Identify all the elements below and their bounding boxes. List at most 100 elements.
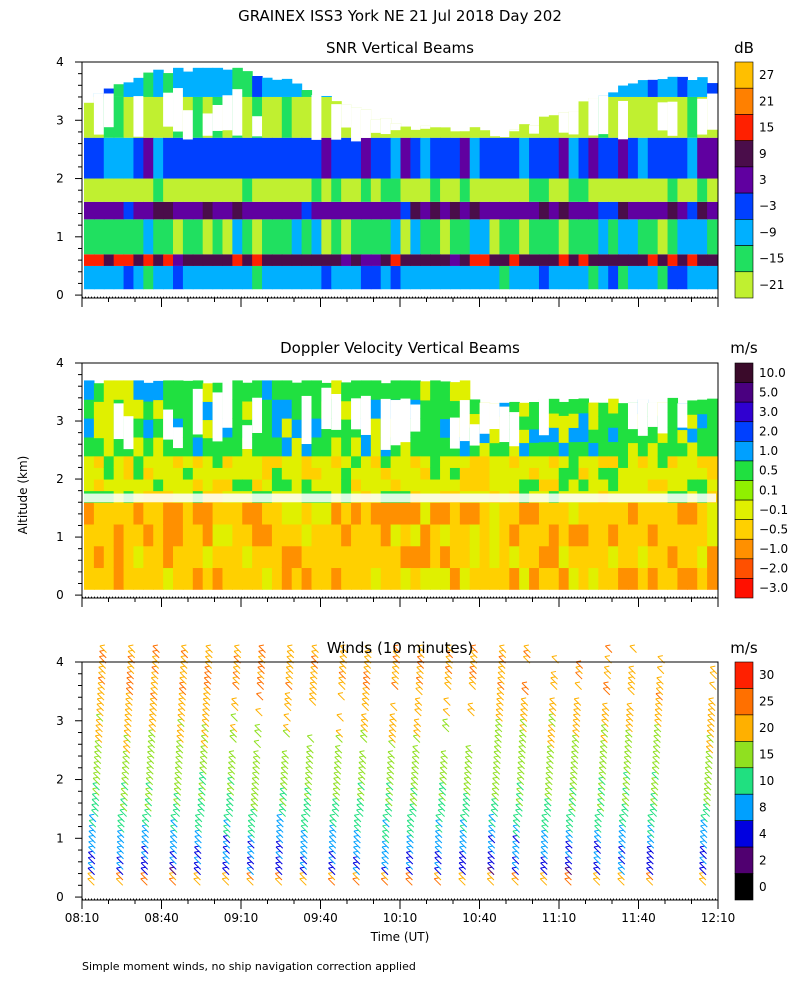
wind-barb	[338, 682, 346, 690]
snr-cell	[390, 254, 402, 266]
doppler-cell	[479, 567, 491, 590]
wind-barb	[568, 793, 577, 802]
snr-cell	[440, 137, 451, 179]
doppler-cell	[420, 545, 431, 569]
doppler-cell	[113, 436, 125, 457]
snr-cell	[341, 137, 352, 179]
doppler-gap	[173, 427, 184, 449]
wind-barb	[92, 777, 101, 786]
wind-barb	[700, 820, 708, 828]
wind-barb-flag	[442, 718, 448, 721]
doppler-cell	[133, 545, 144, 569]
wind-barb	[622, 788, 630, 796]
wind-barb	[334, 746, 343, 754]
wind-barb	[623, 772, 631, 780]
snr-cell	[469, 219, 481, 255]
wind-barb	[169, 836, 178, 844]
winds-colorbar-label: 8	[759, 800, 767, 814]
wind-barb-flag	[603, 681, 609, 684]
doppler-cell	[301, 567, 313, 590]
doppler-cell	[568, 427, 580, 443]
snr-colorbar-label: 3	[759, 173, 767, 187]
wind-barb	[381, 851, 389, 860]
wind-barb	[512, 830, 520, 839]
wind-barb	[222, 867, 230, 876]
doppler-cell	[271, 545, 283, 569]
wind-barb	[617, 867, 625, 876]
doppler-plot-area	[84, 379, 718, 590]
snr-cell	[331, 137, 342, 179]
wind-barb-flag	[499, 644, 505, 647]
doppler-cell	[242, 467, 253, 480]
wind-barb	[179, 672, 187, 680]
wind-barb	[459, 846, 467, 854]
doppler-cell	[301, 479, 313, 492]
doppler-cell	[153, 380, 164, 401]
wind-barb	[356, 799, 365, 807]
snr-cell	[697, 137, 708, 179]
wind-barb	[127, 661, 135, 669]
doppler-cell	[192, 502, 204, 525]
snr-cell	[627, 137, 639, 179]
doppler-cell	[667, 455, 679, 468]
snr-cell	[301, 201, 313, 220]
doppler-cell	[618, 442, 629, 457]
snr-cell	[93, 254, 105, 266]
wind-barb	[650, 788, 659, 796]
snr-gap	[163, 92, 174, 127]
doppler-cell	[538, 467, 550, 480]
doppler-cell	[489, 467, 501, 480]
wind-barb	[275, 867, 283, 876]
snr-cell	[311, 137, 322, 179]
doppler-cell	[262, 399, 273, 419]
wind-barb	[170, 830, 178, 839]
snr-cell	[420, 125, 431, 138]
wind-barb	[310, 666, 318, 675]
doppler-cell	[331, 524, 342, 547]
snr-cell	[242, 96, 253, 138]
wind-barb	[599, 761, 607, 770]
wind-barb	[145, 777, 154, 786]
doppler-cell	[469, 567, 481, 590]
doppler-cell	[113, 467, 125, 480]
wind-barb	[88, 825, 97, 833]
wind-barb	[517, 756, 526, 765]
wind-barb	[655, 698, 663, 706]
wind-barb	[700, 814, 708, 823]
wind-barb	[405, 857, 414, 865]
wind-barb	[258, 645, 266, 653]
doppler-cell	[558, 428, 570, 443]
doppler-cell	[499, 479, 510, 492]
winds-x-tick-label: 11:40	[621, 911, 656, 925]
doppler-cell	[311, 436, 322, 457]
wind-barb	[488, 820, 496, 828]
wind-barb	[306, 735, 315, 743]
doppler-cell	[440, 524, 451, 547]
snr-cell	[153, 201, 164, 220]
wind-barb	[285, 666, 294, 675]
wind-barb	[600, 735, 608, 743]
wind-profile	[168, 644, 189, 886]
doppler-cell	[262, 502, 273, 525]
wind-barb	[362, 677, 371, 685]
snr-cell	[360, 219, 372, 255]
wind-barb	[361, 703, 369, 712]
wind-barb	[179, 677, 187, 685]
wind-barb	[594, 830, 602, 839]
doppler-cell	[400, 467, 411, 480]
doppler-cell	[291, 419, 303, 439]
wind-barb	[147, 751, 155, 759]
snr-cell	[647, 178, 659, 202]
snr-cell	[400, 126, 411, 138]
wind-barb	[229, 730, 238, 738]
wind-barb-flag	[301, 813, 307, 816]
snr-cell	[529, 178, 540, 202]
doppler-cell	[103, 502, 115, 525]
snr-cell	[202, 219, 214, 255]
doppler-cell	[440, 545, 451, 569]
wind-barb	[168, 878, 177, 886]
wind-barb	[464, 767, 472, 775]
snr-cell	[133, 265, 144, 290]
wind-barb	[146, 772, 154, 780]
